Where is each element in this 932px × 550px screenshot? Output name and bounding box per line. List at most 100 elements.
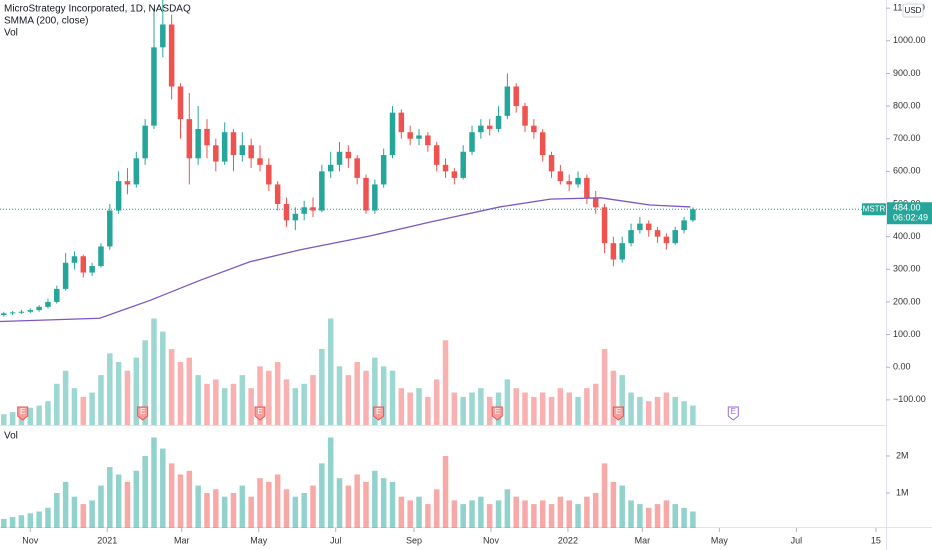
volume-overlay-bar bbox=[681, 401, 687, 425]
x-tick-label: May bbox=[711, 535, 729, 545]
smma-line bbox=[0, 197, 691, 323]
volume-overlay-bar bbox=[380, 366, 387, 425]
candle-body bbox=[283, 204, 290, 221]
y-tick-label: 200.00 bbox=[893, 296, 921, 306]
volume-bar bbox=[601, 463, 608, 528]
y-tick-label: 900.00 bbox=[893, 68, 921, 78]
volume-overlay-bar bbox=[637, 396, 643, 425]
candle-body bbox=[433, 145, 440, 165]
x-tick-label: Mar bbox=[174, 535, 190, 545]
volume-overlay-bar bbox=[115, 362, 122, 425]
volume-overlay-bar bbox=[363, 370, 369, 425]
candle-body bbox=[186, 119, 193, 159]
candle-body bbox=[336, 151, 343, 165]
volume-bar bbox=[168, 463, 175, 528]
volume-overlay-bar bbox=[204, 383, 210, 425]
price-label: 484.00 bbox=[893, 203, 921, 213]
volume-bar bbox=[363, 481, 369, 528]
candle-body bbox=[451, 171, 458, 178]
volume-bar bbox=[619, 485, 625, 528]
volume-bar bbox=[433, 489, 440, 528]
candle-body bbox=[80, 256, 87, 273]
earnings-label: E bbox=[495, 407, 500, 416]
candle-body bbox=[681, 220, 687, 231]
earnings-marker bbox=[17, 406, 29, 421]
earnings-label: E bbox=[257, 407, 262, 416]
volume-bar bbox=[98, 485, 104, 528]
volume-bar bbox=[133, 470, 140, 528]
candle-body bbox=[398, 112, 405, 133]
volume-overlay-bar bbox=[301, 383, 307, 425]
volume-overlay-bar bbox=[478, 388, 484, 425]
candle-body bbox=[539, 132, 546, 156]
volume-overlay-bar bbox=[354, 362, 360, 425]
volume-overlay-bar bbox=[195, 375, 201, 425]
earnings-label: E bbox=[140, 407, 145, 416]
volume-overlay-bar bbox=[601, 348, 608, 425]
volume-overlay-bar bbox=[575, 396, 581, 425]
earnings-marker bbox=[727, 406, 739, 421]
candle-body bbox=[637, 223, 643, 231]
volume-overlay-bar bbox=[9, 412, 16, 425]
candle-body bbox=[442, 164, 449, 172]
candle-body bbox=[160, 24, 166, 48]
indicator-label: SMMA (200, close) bbox=[4, 16, 88, 27]
volume-bar bbox=[663, 500, 670, 528]
volume-bar bbox=[274, 474, 281, 528]
chart-title: MicroStrategy Incorporated, 1D, NASDAQ bbox=[4, 4, 191, 15]
volume-overlay-bar bbox=[80, 396, 87, 425]
volume-overlay-bar bbox=[274, 362, 281, 425]
volume-bar bbox=[522, 500, 528, 528]
volume-bar bbox=[495, 500, 502, 528]
volume-bar bbox=[160, 448, 166, 528]
volume-overlay-bar bbox=[592, 383, 599, 425]
volume-bar bbox=[115, 474, 122, 528]
earnings-marker bbox=[612, 406, 624, 421]
earnings-label: E bbox=[731, 407, 736, 416]
volume-overlay-bar bbox=[248, 388, 254, 425]
volume-bar bbox=[36, 511, 42, 528]
volume-bar bbox=[195, 485, 201, 528]
candle-body bbox=[168, 24, 175, 87]
x-tick-label: Jul bbox=[330, 535, 342, 545]
volume-overlay-bar bbox=[557, 388, 564, 425]
volume-bar bbox=[442, 455, 449, 528]
volume-bar bbox=[107, 467, 113, 528]
volume-overlay-bar bbox=[1, 414, 7, 425]
volume-pane-label: Vol bbox=[4, 431, 18, 442]
volume-bar bbox=[151, 437, 157, 528]
candle-body bbox=[354, 158, 360, 178]
candle-body bbox=[628, 230, 634, 244]
volume-bar bbox=[292, 496, 299, 528]
volume-bar bbox=[513, 496, 519, 528]
volume-bar bbox=[354, 474, 360, 528]
candle-body bbox=[98, 246, 104, 267]
volume-overlay-bar bbox=[98, 375, 104, 425]
volume-bar bbox=[248, 496, 254, 528]
volume-bar bbox=[283, 489, 290, 528]
volume-overlay-bar bbox=[319, 348, 325, 425]
candle-body bbox=[45, 301, 51, 307]
candle-body bbox=[319, 171, 325, 211]
candle-body bbox=[274, 184, 281, 205]
candle-body bbox=[89, 266, 95, 273]
volume-bar bbox=[539, 500, 546, 528]
candle-body bbox=[548, 155, 555, 172]
x-tick-label: Sep bbox=[406, 535, 422, 545]
volume-bar bbox=[425, 504, 431, 528]
volume-bar bbox=[637, 504, 643, 528]
candle-body bbox=[610, 243, 617, 260]
volume-overlay-bar bbox=[151, 318, 157, 425]
volume-bar bbox=[407, 500, 413, 528]
candle-body bbox=[619, 243, 625, 260]
y-tick-label: 1000.00 bbox=[893, 35, 926, 45]
volume-overlay-bar bbox=[177, 362, 184, 425]
volume-overlay-bar bbox=[221, 388, 228, 425]
candle-body bbox=[522, 106, 528, 126]
volume-bar bbox=[628, 500, 634, 528]
volume-bar bbox=[310, 485, 316, 528]
volume-bar bbox=[27, 513, 34, 528]
volume-overlay-bar bbox=[71, 388, 78, 425]
candle-body bbox=[1, 313, 7, 315]
volume-bar bbox=[345, 485, 352, 528]
